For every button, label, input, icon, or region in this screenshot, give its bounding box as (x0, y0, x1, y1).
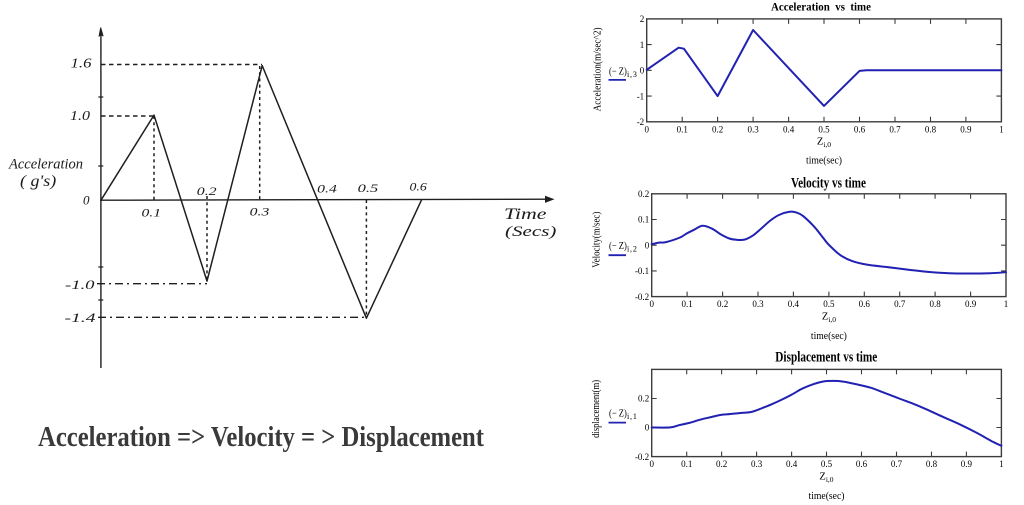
svg-text:0: 0 (640, 66, 645, 76)
svg-text:0.5: 0.5 (821, 459, 833, 469)
svg-text:Acceleration vs time: Acceleration vs time (771, 0, 872, 14)
svg-text:0.2: 0.2 (712, 124, 723, 134)
svg-text:0.5: 0.5 (358, 181, 379, 195)
svg-text:0: 0 (649, 459, 654, 469)
svg-text:Zi,0: Zi,0 (817, 137, 831, 150)
svg-text:0.2: 0.2 (638, 394, 649, 404)
svg-text:(− Z): (− Z) (609, 409, 627, 420)
svg-text:0.3: 0.3 (747, 124, 759, 134)
svg-text:0.1: 0.1 (677, 124, 688, 134)
svg-text:2: 2 (640, 14, 645, 24)
svg-text:0.9: 0.9 (961, 459, 973, 469)
svg-text:0.8: 0.8 (926, 459, 938, 469)
svg-text:0.9: 0.9 (965, 299, 977, 309)
svg-text:0.1: 0.1 (638, 215, 649, 225)
svg-text:1: 1 (999, 459, 1004, 469)
svg-text:Zi,0: Zi,0 (819, 472, 833, 485)
svg-text:0.4: 0.4 (786, 459, 798, 469)
svg-text:0.8: 0.8 (929, 299, 941, 309)
svg-text:Time: Time (504, 206, 547, 223)
svg-text:0.5: 0.5 (818, 124, 830, 134)
svg-text:Velocity vs time: Velocity vs time (791, 175, 866, 191)
svg-text:0.2: 0.2 (716, 459, 727, 469)
svg-text:0.9: 0.9 (960, 124, 972, 134)
svg-text:0.8: 0.8 (925, 124, 937, 134)
svg-text:0.4: 0.4 (788, 299, 800, 309)
svg-text:Velocity(m/sec): Velocity(m/sec) (592, 212, 603, 268)
svg-text:0.7: 0.7 (891, 459, 903, 469)
svg-text:(− Z): (− Z) (609, 241, 627, 252)
svg-text:1: 1 (999, 124, 1004, 134)
svg-text:0.6: 0.6 (859, 299, 871, 309)
svg-text:-1.0: -1.0 (65, 277, 95, 292)
svg-text:0: 0 (644, 124, 649, 134)
svg-text:0.4: 0.4 (783, 124, 795, 134)
svg-text:Acceleration => Velocity = > D: Acceleration => Velocity = > Displacemen… (38, 422, 485, 453)
svg-text:time(sec): time(sec) (811, 330, 847, 342)
svg-text:(− Z): (− Z) (609, 67, 627, 78)
svg-text:0: 0 (645, 423, 650, 433)
svg-text:0.2: 0.2 (717, 299, 728, 309)
svg-text:i,2: i,2 (627, 244, 638, 253)
svg-text:-1: -1 (637, 91, 645, 101)
svg-text:0.7: 0.7 (889, 124, 901, 134)
svg-text:1: 1 (1004, 299, 1009, 309)
svg-text:Acceleration: Acceleration (8, 157, 83, 173)
svg-text:displacement(m): displacement(m) (591, 380, 602, 438)
svg-text:0.3: 0.3 (751, 459, 763, 469)
svg-text:-0.2: -0.2 (635, 292, 649, 302)
svg-text:0.3: 0.3 (250, 205, 270, 219)
svg-text:0.4: 0.4 (317, 184, 337, 196)
svg-text:-0.2: -0.2 (635, 452, 649, 462)
svg-text:0.6: 0.6 (856, 459, 868, 469)
svg-text:i,3: i,3 (627, 70, 638, 79)
svg-text:0.7: 0.7 (894, 299, 906, 309)
svg-text:Zi,0: Zi,0 (822, 312, 836, 325)
svg-text:time(sec): time(sec) (806, 155, 842, 167)
svg-text:Displacement vs time: Displacement vs time (775, 349, 877, 365)
svg-text:-1.4: -1.4 (65, 310, 97, 325)
svg-text:1: 1 (640, 40, 645, 50)
svg-text:0: 0 (645, 240, 650, 250)
svg-text:0.1: 0.1 (681, 299, 692, 309)
svg-text:(Secs): (Secs) (505, 224, 557, 240)
svg-text:0.2: 0.2 (197, 186, 217, 198)
svg-text:0: 0 (649, 299, 654, 309)
svg-text:1.6: 1.6 (71, 55, 92, 70)
svg-text:0.5: 0.5 (823, 299, 835, 309)
svg-text:0.3: 0.3 (752, 299, 764, 309)
svg-text:1.0: 1.0 (70, 108, 90, 123)
svg-text:-0.1: -0.1 (635, 266, 649, 276)
svg-text:0.2: 0.2 (638, 189, 649, 199)
svg-text:i,1: i,1 (627, 412, 638, 421)
svg-text:0.6: 0.6 (410, 182, 427, 194)
svg-text:0.1: 0.1 (681, 459, 692, 469)
svg-text:-2: -2 (637, 117, 645, 127)
svg-text:time(sec): time(sec) (809, 490, 845, 502)
svg-text:0.1: 0.1 (142, 206, 162, 220)
svg-text:Acceleration(m/sec^2): Acceleration(m/sec^2) (593, 27, 604, 111)
svg-text:( g's): ( g's) (20, 173, 56, 190)
svg-text:0: 0 (83, 193, 90, 208)
svg-text:0.6: 0.6 (854, 124, 866, 134)
